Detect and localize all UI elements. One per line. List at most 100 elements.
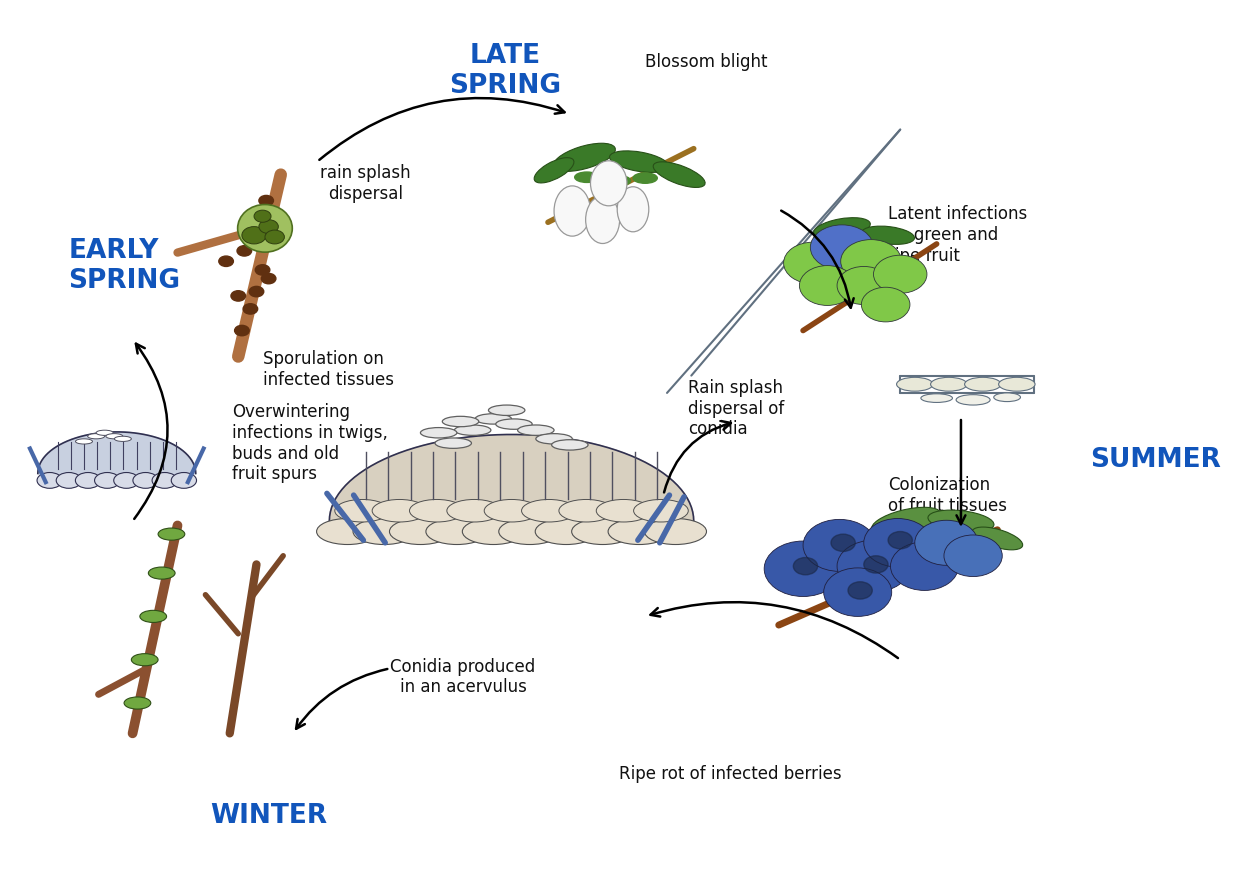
Ellipse shape [608, 519, 671, 545]
Ellipse shape [872, 507, 941, 535]
Ellipse shape [462, 519, 525, 545]
Ellipse shape [106, 434, 122, 439]
Ellipse shape [552, 440, 588, 450]
Ellipse shape [475, 414, 511, 424]
Text: Sporulation on
infected tissues: Sporulation on infected tissues [263, 350, 394, 389]
Ellipse shape [124, 697, 151, 709]
Ellipse shape [634, 173, 657, 183]
FancyArrowPatch shape [664, 421, 731, 493]
Circle shape [259, 220, 278, 234]
Circle shape [799, 266, 856, 305]
Text: Conidia produced
in an acervulus: Conidia produced in an acervulus [390, 658, 536, 696]
FancyArrowPatch shape [320, 98, 564, 160]
Circle shape [242, 227, 267, 244]
Text: Blossom blight: Blossom blight [645, 53, 768, 71]
Ellipse shape [131, 653, 158, 666]
Ellipse shape [133, 473, 158, 488]
Circle shape [810, 225, 873, 270]
Ellipse shape [499, 519, 561, 545]
Ellipse shape [353, 519, 415, 545]
Polygon shape [330, 434, 694, 521]
Ellipse shape [590, 161, 627, 206]
Ellipse shape [553, 143, 615, 171]
Ellipse shape [447, 500, 501, 522]
Circle shape [890, 542, 958, 590]
Text: Ripe rot of infected berries: Ripe rot of infected berries [619, 765, 841, 783]
Ellipse shape [148, 567, 175, 579]
Text: EARLY
SPRING: EARLY SPRING [68, 237, 180, 294]
Ellipse shape [172, 473, 196, 488]
Ellipse shape [897, 377, 932, 391]
Ellipse shape [237, 204, 293, 252]
Ellipse shape [536, 434, 572, 444]
Text: Rain splash
dispersal of
conidia: Rain splash dispersal of conidia [688, 379, 784, 438]
Circle shape [231, 291, 246, 301]
Circle shape [888, 532, 913, 549]
Ellipse shape [115, 436, 131, 441]
Ellipse shape [555, 186, 590, 236]
Circle shape [873, 255, 927, 294]
Ellipse shape [972, 527, 1023, 550]
Circle shape [837, 267, 890, 304]
Circle shape [848, 581, 872, 599]
Ellipse shape [435, 438, 472, 448]
Ellipse shape [535, 157, 574, 183]
Ellipse shape [495, 419, 532, 429]
FancyArrowPatch shape [135, 343, 168, 519]
Circle shape [764, 541, 842, 596]
Ellipse shape [389, 519, 452, 545]
Ellipse shape [927, 510, 994, 532]
Ellipse shape [37, 473, 62, 488]
Circle shape [863, 519, 931, 567]
Circle shape [235, 325, 249, 335]
FancyArrowPatch shape [782, 210, 853, 308]
Circle shape [831, 534, 856, 552]
Ellipse shape [114, 473, 140, 488]
Ellipse shape [158, 528, 185, 541]
Circle shape [861, 288, 910, 322]
Ellipse shape [442, 416, 479, 427]
Circle shape [262, 274, 275, 284]
FancyArrowPatch shape [957, 420, 966, 524]
Ellipse shape [618, 187, 648, 232]
Ellipse shape [862, 226, 914, 244]
Circle shape [249, 287, 264, 297]
Ellipse shape [484, 500, 538, 522]
Circle shape [944, 535, 1003, 576]
Ellipse shape [316, 519, 379, 545]
Circle shape [266, 230, 284, 244]
Circle shape [784, 242, 842, 284]
Ellipse shape [597, 500, 651, 522]
Ellipse shape [410, 500, 464, 522]
Text: Latent infections
on green and
ripe fruit: Latent infections on green and ripe frui… [888, 205, 1028, 265]
Ellipse shape [88, 434, 105, 439]
Ellipse shape [57, 473, 82, 488]
Circle shape [863, 556, 888, 573]
Ellipse shape [75, 439, 93, 444]
Ellipse shape [454, 425, 490, 435]
Ellipse shape [420, 428, 457, 438]
Text: Colonization
of fruit tissues: Colonization of fruit tissues [888, 475, 1007, 514]
Text: SUMMER: SUMMER [1089, 448, 1220, 474]
Text: Overwintering
infections in twigs,
buds and old
fruit spurs: Overwintering infections in twigs, buds … [232, 403, 388, 483]
Circle shape [219, 256, 233, 267]
Text: WINTER: WINTER [210, 803, 327, 829]
Ellipse shape [335, 500, 389, 522]
Circle shape [915, 521, 978, 566]
Ellipse shape [535, 519, 598, 545]
Circle shape [841, 240, 902, 283]
Circle shape [837, 541, 910, 592]
Circle shape [793, 558, 818, 574]
Ellipse shape [140, 610, 167, 622]
Polygon shape [38, 432, 195, 474]
Ellipse shape [610, 151, 668, 172]
Ellipse shape [634, 500, 688, 522]
Ellipse shape [814, 217, 871, 239]
Ellipse shape [574, 172, 599, 182]
Circle shape [249, 213, 264, 223]
Ellipse shape [999, 377, 1035, 391]
Circle shape [803, 520, 876, 571]
Ellipse shape [931, 377, 967, 391]
Ellipse shape [965, 377, 1002, 391]
Ellipse shape [645, 519, 706, 545]
